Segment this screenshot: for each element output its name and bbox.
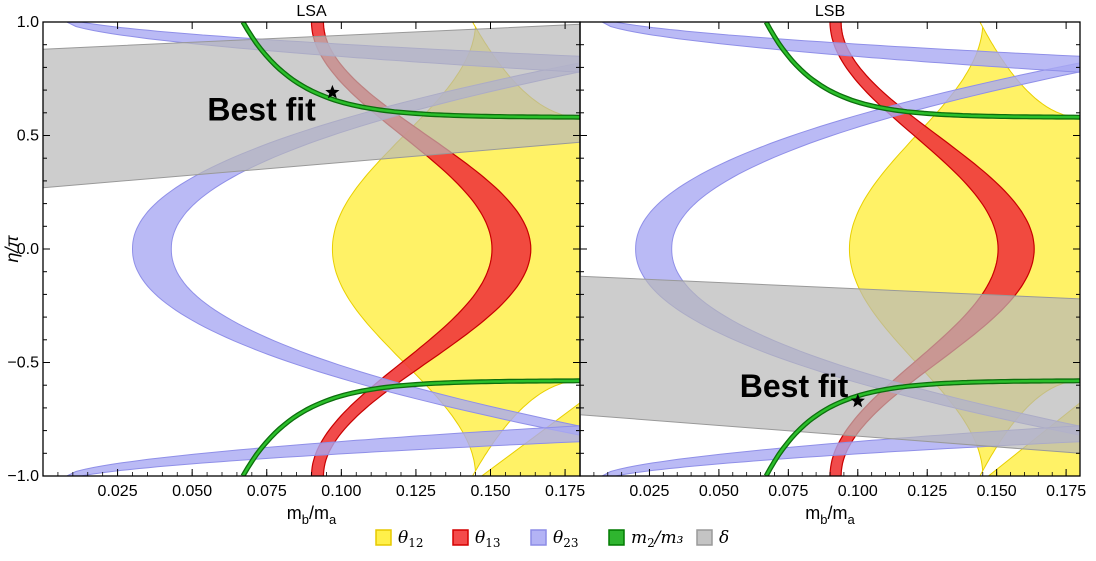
legend: θ12 θ13 θ23 m2/m₃ δ — [375, 528, 729, 550]
panel-lsb: 0.025 0.050 0.075 0.100 0.125 0.150 0.175 LSB mb… — [579, 3, 1086, 527]
x-axis-label: mb/ma — [287, 503, 337, 527]
x-tick-label: 0.150 — [977, 483, 1017, 500]
best-fit-marker — [325, 84, 340, 99]
legend-swatch — [530, 529, 547, 546]
x-tick-label: 0.050 — [172, 483, 212, 500]
y-tick-label: 0.5 — [17, 128, 39, 145]
x-tick-label: 0.075 — [247, 483, 287, 500]
plot-area — [43, 22, 580, 476]
x-tick-label: 0.025 — [98, 483, 138, 500]
theta23-lobe — [66, 425, 580, 476]
x-tick-label: 0.125 — [907, 483, 947, 500]
legend-label: θ12 — [398, 528, 424, 550]
panel-title: LSB — [815, 3, 845, 20]
x-tick-label: 0.100 — [838, 483, 878, 500]
delta-band — [43, 23, 580, 189]
m2m3-curve — [765, 22, 1080, 119]
panel-lsa: 0.025 0.050 0.075 0.100 0.125 0.150 0.175 −1.0 −… — [2, 3, 585, 527]
x-tick-label: 0.025 — [629, 483, 669, 500]
x-tick-label: 0.100 — [321, 483, 361, 500]
legend-swatch — [452, 529, 469, 546]
legend-item: θ23 — [530, 528, 579, 550]
theta23-lobe — [601, 22, 1080, 73]
x-tick-label: 0.075 — [768, 483, 808, 500]
panel-title: LSA — [296, 3, 327, 20]
legend-label: δ — [719, 528, 729, 548]
x-tick-label: 0.175 — [545, 483, 585, 500]
y-tick-label: 0.0 — [17, 241, 39, 258]
legend-swatch — [696, 529, 713, 546]
legend-item: θ12 — [375, 528, 424, 550]
delta-band — [580, 275, 1080, 454]
legend-swatch — [375, 529, 392, 546]
best-fit-marker — [850, 393, 865, 408]
legend-item: θ13 — [452, 528, 501, 550]
m2m3-curve — [241, 22, 580, 119]
best-fit-label: Best fit — [207, 91, 316, 127]
plot-area — [580, 22, 1080, 476]
best-fit-label: Best fit — [740, 368, 849, 404]
legend-swatch — [608, 529, 625, 546]
legend-item: δ — [696, 528, 729, 548]
x-tick-label: 0.175 — [1046, 483, 1086, 500]
y-tick-label: −0.5 — [7, 355, 39, 372]
m2m3-curve — [765, 379, 1080, 476]
legend-label: θ13 — [475, 528, 501, 550]
y-tick-label: 1.0 — [17, 14, 39, 31]
x-tick-label: 0.150 — [470, 483, 510, 500]
legend-label: m2/m₃ — [631, 528, 684, 550]
m2m3-curve — [241, 379, 580, 476]
legend-item: m2/m₃ — [608, 528, 684, 550]
x-tick-label: 0.050 — [699, 483, 739, 500]
x-tick-label: 0.125 — [396, 483, 436, 500]
y-tick-label: −1.0 — [7, 468, 39, 485]
y-axis-label: η/π — [2, 235, 22, 263]
x-axis-label: mb/ma — [805, 503, 855, 527]
legend-label: θ23 — [553, 528, 579, 550]
